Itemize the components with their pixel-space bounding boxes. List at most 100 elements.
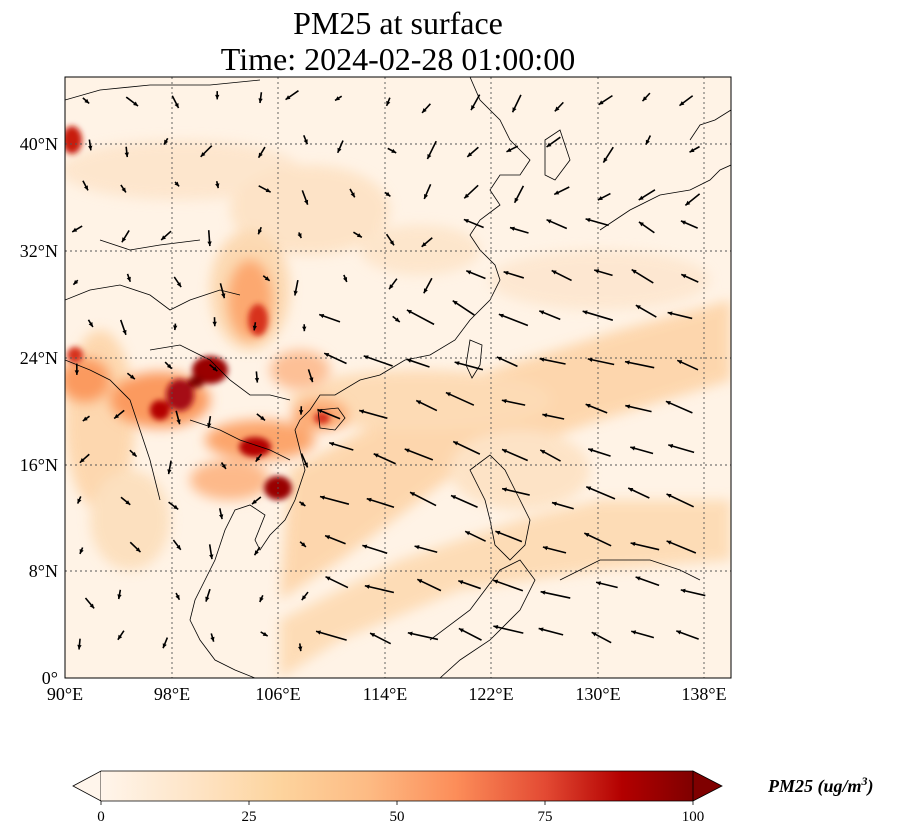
wind-arrowhead	[668, 444, 674, 449]
wind-arrowhead	[258, 229, 263, 235]
wind-arrowhead	[176, 282, 182, 288]
wind-arrowhead	[370, 633, 376, 638]
wind-arrowhead	[79, 458, 85, 463]
wind-arrowhead	[359, 409, 365, 414]
wind-arrowhead	[389, 284, 394, 290]
lon-tick-label: 122°E	[468, 684, 513, 704]
wind-arrowhead	[260, 415, 266, 421]
wind-arrowhead	[391, 148, 397, 153]
wind-arrowhead	[423, 288, 428, 294]
wind-arrowhead	[125, 500, 131, 505]
wind-arrowhead	[175, 594, 180, 600]
wind-arrowhead	[373, 453, 379, 458]
lon-tick-label: 106°E	[255, 684, 300, 704]
wind-arrowhead	[464, 193, 470, 199]
wind-arrowhead	[258, 152, 263, 158]
wind-arrowhead	[493, 579, 499, 584]
wind-arrowhead	[554, 106, 560, 112]
wind-arrowhead	[302, 326, 307, 332]
wind-arrowhead	[252, 325, 257, 331]
wind-arrow	[630, 542, 660, 551]
colorbar-max-extend	[692, 770, 723, 802]
wind-arrowhead	[176, 419, 181, 425]
wind-arrowhead	[506, 147, 512, 152]
wind-arrowhead	[133, 101, 139, 106]
wind-arrow	[495, 530, 523, 543]
wind-arrowhead	[293, 290, 298, 296]
wind-arrowhead	[173, 325, 178, 331]
wind-arrow	[540, 590, 571, 599]
wind-arrow	[624, 360, 655, 369]
wind-arrowhead	[542, 545, 548, 551]
colorbar: 0 25 50 75 100	[72, 770, 723, 825]
wind-arrowhead	[343, 276, 348, 282]
wind-arrowhead	[427, 154, 432, 160]
wind-arrowhead	[262, 631, 268, 637]
wind-arrow	[582, 310, 614, 321]
wind-arrowhead	[458, 628, 464, 633]
wind-arrowhead	[597, 196, 603, 201]
wind-arrow	[454, 361, 484, 371]
wind-arrowhead	[131, 451, 137, 457]
wind-arrowhead	[264, 276, 270, 281]
wind-arrowhead	[681, 274, 687, 279]
wind-arrowhead	[207, 423, 212, 428]
wind-arrowhead	[588, 448, 594, 453]
wind-arrowhead	[259, 597, 264, 603]
wind-arrowhead	[679, 101, 685, 106]
wind-arrowhead	[366, 497, 372, 503]
lat-tick-label: 24°N	[20, 348, 58, 368]
wind-arrowhead	[642, 96, 648, 102]
wind-arrow	[665, 400, 693, 414]
wind-arrowhead	[82, 416, 88, 422]
wind-arrowhead	[167, 469, 172, 475]
wind-arrowhead	[585, 403, 591, 408]
wind-arrowhead	[594, 269, 600, 274]
map-frame	[64, 76, 732, 679]
wind-arrowhead	[467, 152, 473, 157]
wind-arrowhead	[297, 233, 302, 239]
wind-arrowhead	[301, 542, 306, 547]
wind-arrowhead	[471, 105, 476, 111]
wind-arrowhead	[502, 487, 507, 492]
wind-arrow	[501, 448, 529, 462]
wind-arrowhead	[453, 441, 459, 446]
wind-arrowhead	[417, 579, 423, 584]
wind-arrow	[450, 494, 478, 508]
colorbar-tick-label: 100	[682, 809, 705, 825]
colorbar-tick-label: 0	[97, 809, 105, 825]
wind-arrow	[493, 625, 524, 634]
wind-arrowhead	[162, 643, 167, 649]
wind-arrowhead	[542, 413, 548, 418]
wind-arrowhead	[414, 545, 420, 550]
wind-arrowhead	[364, 584, 370, 589]
wind-arrowhead	[219, 514, 224, 520]
wind-arrowhead	[680, 220, 686, 225]
wind-arrow	[406, 309, 435, 326]
wind-arrowhead	[122, 329, 127, 335]
map-subtitle-time: Time: 2024-02-28 01:00:00	[220, 41, 576, 77]
wind-arrowhead	[325, 535, 331, 540]
wind-arrowhead	[212, 321, 217, 327]
wind-arrowhead	[404, 448, 410, 453]
wind-arrowhead	[416, 400, 422, 405]
wind-arrowhead	[210, 636, 215, 642]
colorbar-gradient	[101, 771, 693, 801]
wind-arrow	[666, 540, 697, 554]
wind-arrowhead	[221, 463, 226, 469]
wind-arrowhead	[300, 501, 306, 506]
wind-arrowhead	[631, 630, 637, 635]
wind-arrowhead	[624, 360, 630, 365]
wind-arrowhead	[73, 279, 79, 285]
lat-tick-label: 0°	[42, 668, 58, 688]
wind-arrowhead	[628, 487, 634, 492]
wind-arrowhead	[117, 594, 122, 600]
wind-arrow	[404, 448, 434, 461]
wind-arrow	[445, 391, 475, 406]
wind-arrowhead	[501, 399, 507, 404]
wind-arrowhead	[126, 276, 131, 282]
wind-arrowhead	[512, 107, 517, 113]
wind-arrowhead	[83, 185, 88, 191]
wind-arrowhead	[554, 190, 560, 195]
